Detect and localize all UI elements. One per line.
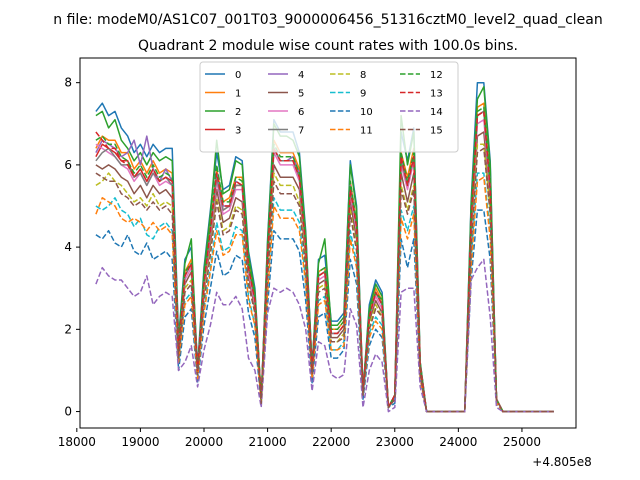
series-line-10 [95, 209, 554, 413]
y-tick-label: 8 [64, 76, 72, 90]
legend-label-15: 15 [430, 126, 443, 137]
figure-suptitle: n file: modeM0/AS1C07_001T03_9000006456_… [53, 12, 602, 28]
plot-lines [95, 81, 554, 413]
series-line-15 [95, 147, 554, 413]
x-tick-label: 25000 [503, 435, 541, 449]
legend-box [199, 61, 459, 153]
legend-label-13: 13 [430, 89, 443, 100]
x-tick-label: 23000 [376, 435, 414, 449]
y-tick-label: 6 [64, 158, 72, 172]
legend-label-6: 6 [298, 107, 304, 118]
series-line-2 [95, 86, 554, 413]
series-line-0 [95, 81, 554, 413]
legend-label-12: 12 [430, 70, 443, 81]
x-tick-label: 18000 [58, 435, 96, 449]
series-line-9 [95, 172, 554, 413]
x-tick-label: 24000 [439, 435, 477, 449]
x-tick-label: 19000 [121, 435, 159, 449]
legend-label-2: 2 [235, 107, 241, 118]
x-tick-label: 22000 [312, 435, 350, 449]
legend-label-1: 1 [235, 89, 241, 100]
legend-label-5: 5 [298, 89, 304, 100]
y-tick-label: 2 [64, 322, 72, 336]
x-offset-label: +4.805e8 [532, 455, 591, 469]
y-tick-label: 0 [64, 405, 72, 419]
chart-title: Quadrant 2 module wise count rates with … [138, 38, 518, 54]
legend-label-4: 4 [298, 70, 304, 81]
series-line-8 [95, 143, 554, 413]
legend-label-9: 9 [360, 89, 366, 100]
legend-label-3: 3 [235, 126, 241, 137]
series-line-14 [95, 258, 554, 413]
y-tick-label: 4 [64, 240, 72, 254]
plot-frame [79, 57, 577, 429]
legend-label-7: 7 [298, 126, 304, 137]
x-tick-label: 20000 [185, 435, 223, 449]
legend-label-11: 11 [360, 126, 373, 137]
legend-label-14: 14 [430, 107, 443, 118]
legend-label-8: 8 [360, 70, 366, 81]
axes: 18000 19000 20000 21000 22000 23000 24000 25000… [58, 76, 541, 449]
series-line-11 [95, 176, 554, 413]
legend-label-10: 10 [360, 107, 373, 118]
x-tick-label: 21000 [248, 435, 286, 449]
legend-label-0: 0 [235, 70, 241, 81]
series-line-13 [95, 110, 554, 413]
series-line-12 [95, 106, 554, 413]
